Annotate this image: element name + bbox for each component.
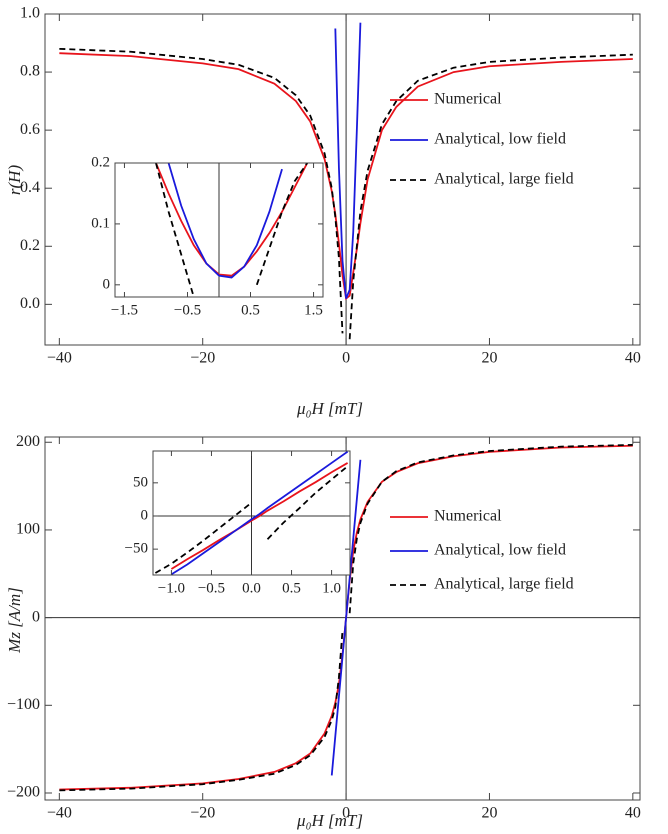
legend-label: Analytical, large field: [434, 171, 574, 188]
series-line: [330, 459, 362, 776]
x-tick-label: 40: [625, 805, 641, 822]
legend: Numerical Analytical, low field Analytical…: [390, 91, 574, 188]
y-tick-label: 0.4: [20, 179, 40, 196]
y-tick-label: 1.0: [20, 5, 40, 22]
y-tick-label: −200: [7, 784, 40, 801]
plot-frame: [44, 13, 641, 346]
y-axis-label: Mz [A/m]: [5, 587, 24, 654]
x-tick-label: −1.5: [111, 302, 138, 318]
y-tick-label: 200: [16, 433, 40, 450]
series-line: [170, 451, 349, 575]
series-line: [167, 163, 283, 279]
x-axis-label: μ₀H [mT]: [296, 811, 363, 830]
legend: Numerical Analytical, low field Analytical…: [390, 508, 574, 593]
series-line: [155, 163, 309, 277]
x-tick-label: −40: [47, 805, 72, 822]
legend-label: Analytical, large field: [434, 576, 574, 593]
x-tick-label: −1.0: [158, 580, 185, 596]
x-tick-label: 0.5: [241, 302, 260, 318]
series-line: [170, 462, 349, 570]
series-line: [59, 630, 344, 792]
series-line: [348, 53, 633, 340]
plot-area: [59, 14, 633, 345]
x-tick-label: 1.5: [304, 302, 323, 318]
y-tick-label: 0.2: [91, 154, 110, 170]
y-tick-label: 0.1: [91, 215, 110, 231]
inset-chart: −1.5 −0.5 0.5 1.5 0 0.1 0.2: [91, 154, 324, 318]
y-tick-label: 50: [133, 474, 148, 490]
plot-frame: [114, 162, 324, 298]
x-tick-label: 20: [481, 350, 497, 367]
x-tick-label: −20: [190, 350, 215, 367]
inset-chart: −1.0 −0.5 0.0 0.5 1.0 −50 0 50: [125, 450, 351, 596]
x-tick-label: −40: [47, 350, 72, 367]
x-tick-label: 40: [625, 350, 641, 367]
y-axis-label: r(H): [5, 165, 24, 196]
x-axis-label: μ₀H [mT]: [296, 399, 363, 418]
series-line: [334, 22, 362, 299]
series-line: [59, 47, 344, 334]
y-tick-label: 0.2: [20, 237, 40, 254]
legend-label: Analytical, low field: [434, 542, 566, 559]
legend-label: Analytical, low field: [434, 131, 566, 148]
x-tick-label: −0.5: [198, 580, 225, 596]
y-tick-label: 0.0: [20, 295, 40, 312]
y-tick-label: 0: [103, 276, 111, 292]
x-tick-label: −20: [190, 805, 215, 822]
y-tick-label: 100: [16, 521, 40, 538]
plot-area: [155, 163, 309, 297]
y-tick-label: −100: [7, 696, 40, 713]
y-tick-label: 0.6: [20, 121, 40, 138]
x-tick-label: 20: [481, 805, 497, 822]
plot-area: [153, 451, 350, 575]
x-tick-label: −0.5: [174, 302, 201, 318]
series-line: [266, 465, 349, 540]
legend-label: Numerical: [434, 91, 502, 108]
series-line: [348, 443, 633, 614]
plot-frame: [44, 436, 641, 801]
x-tick-label: 1.0: [322, 580, 341, 596]
x-tick-label: 0.0: [242, 580, 261, 596]
x-tick-label: 0.5: [282, 580, 301, 596]
legend-label: Numerical: [434, 508, 502, 525]
x-tick-label: 0: [342, 805, 350, 822]
y-tick-label: 0: [141, 507, 149, 523]
series-line: [155, 163, 195, 297]
series-line: [255, 163, 308, 286]
y-tick-label: 0: [32, 608, 40, 625]
y-tick-label: 0.8: [20, 63, 40, 80]
y-tick-label: −50: [125, 541, 148, 557]
x-tick-label: 0: [342, 350, 350, 367]
